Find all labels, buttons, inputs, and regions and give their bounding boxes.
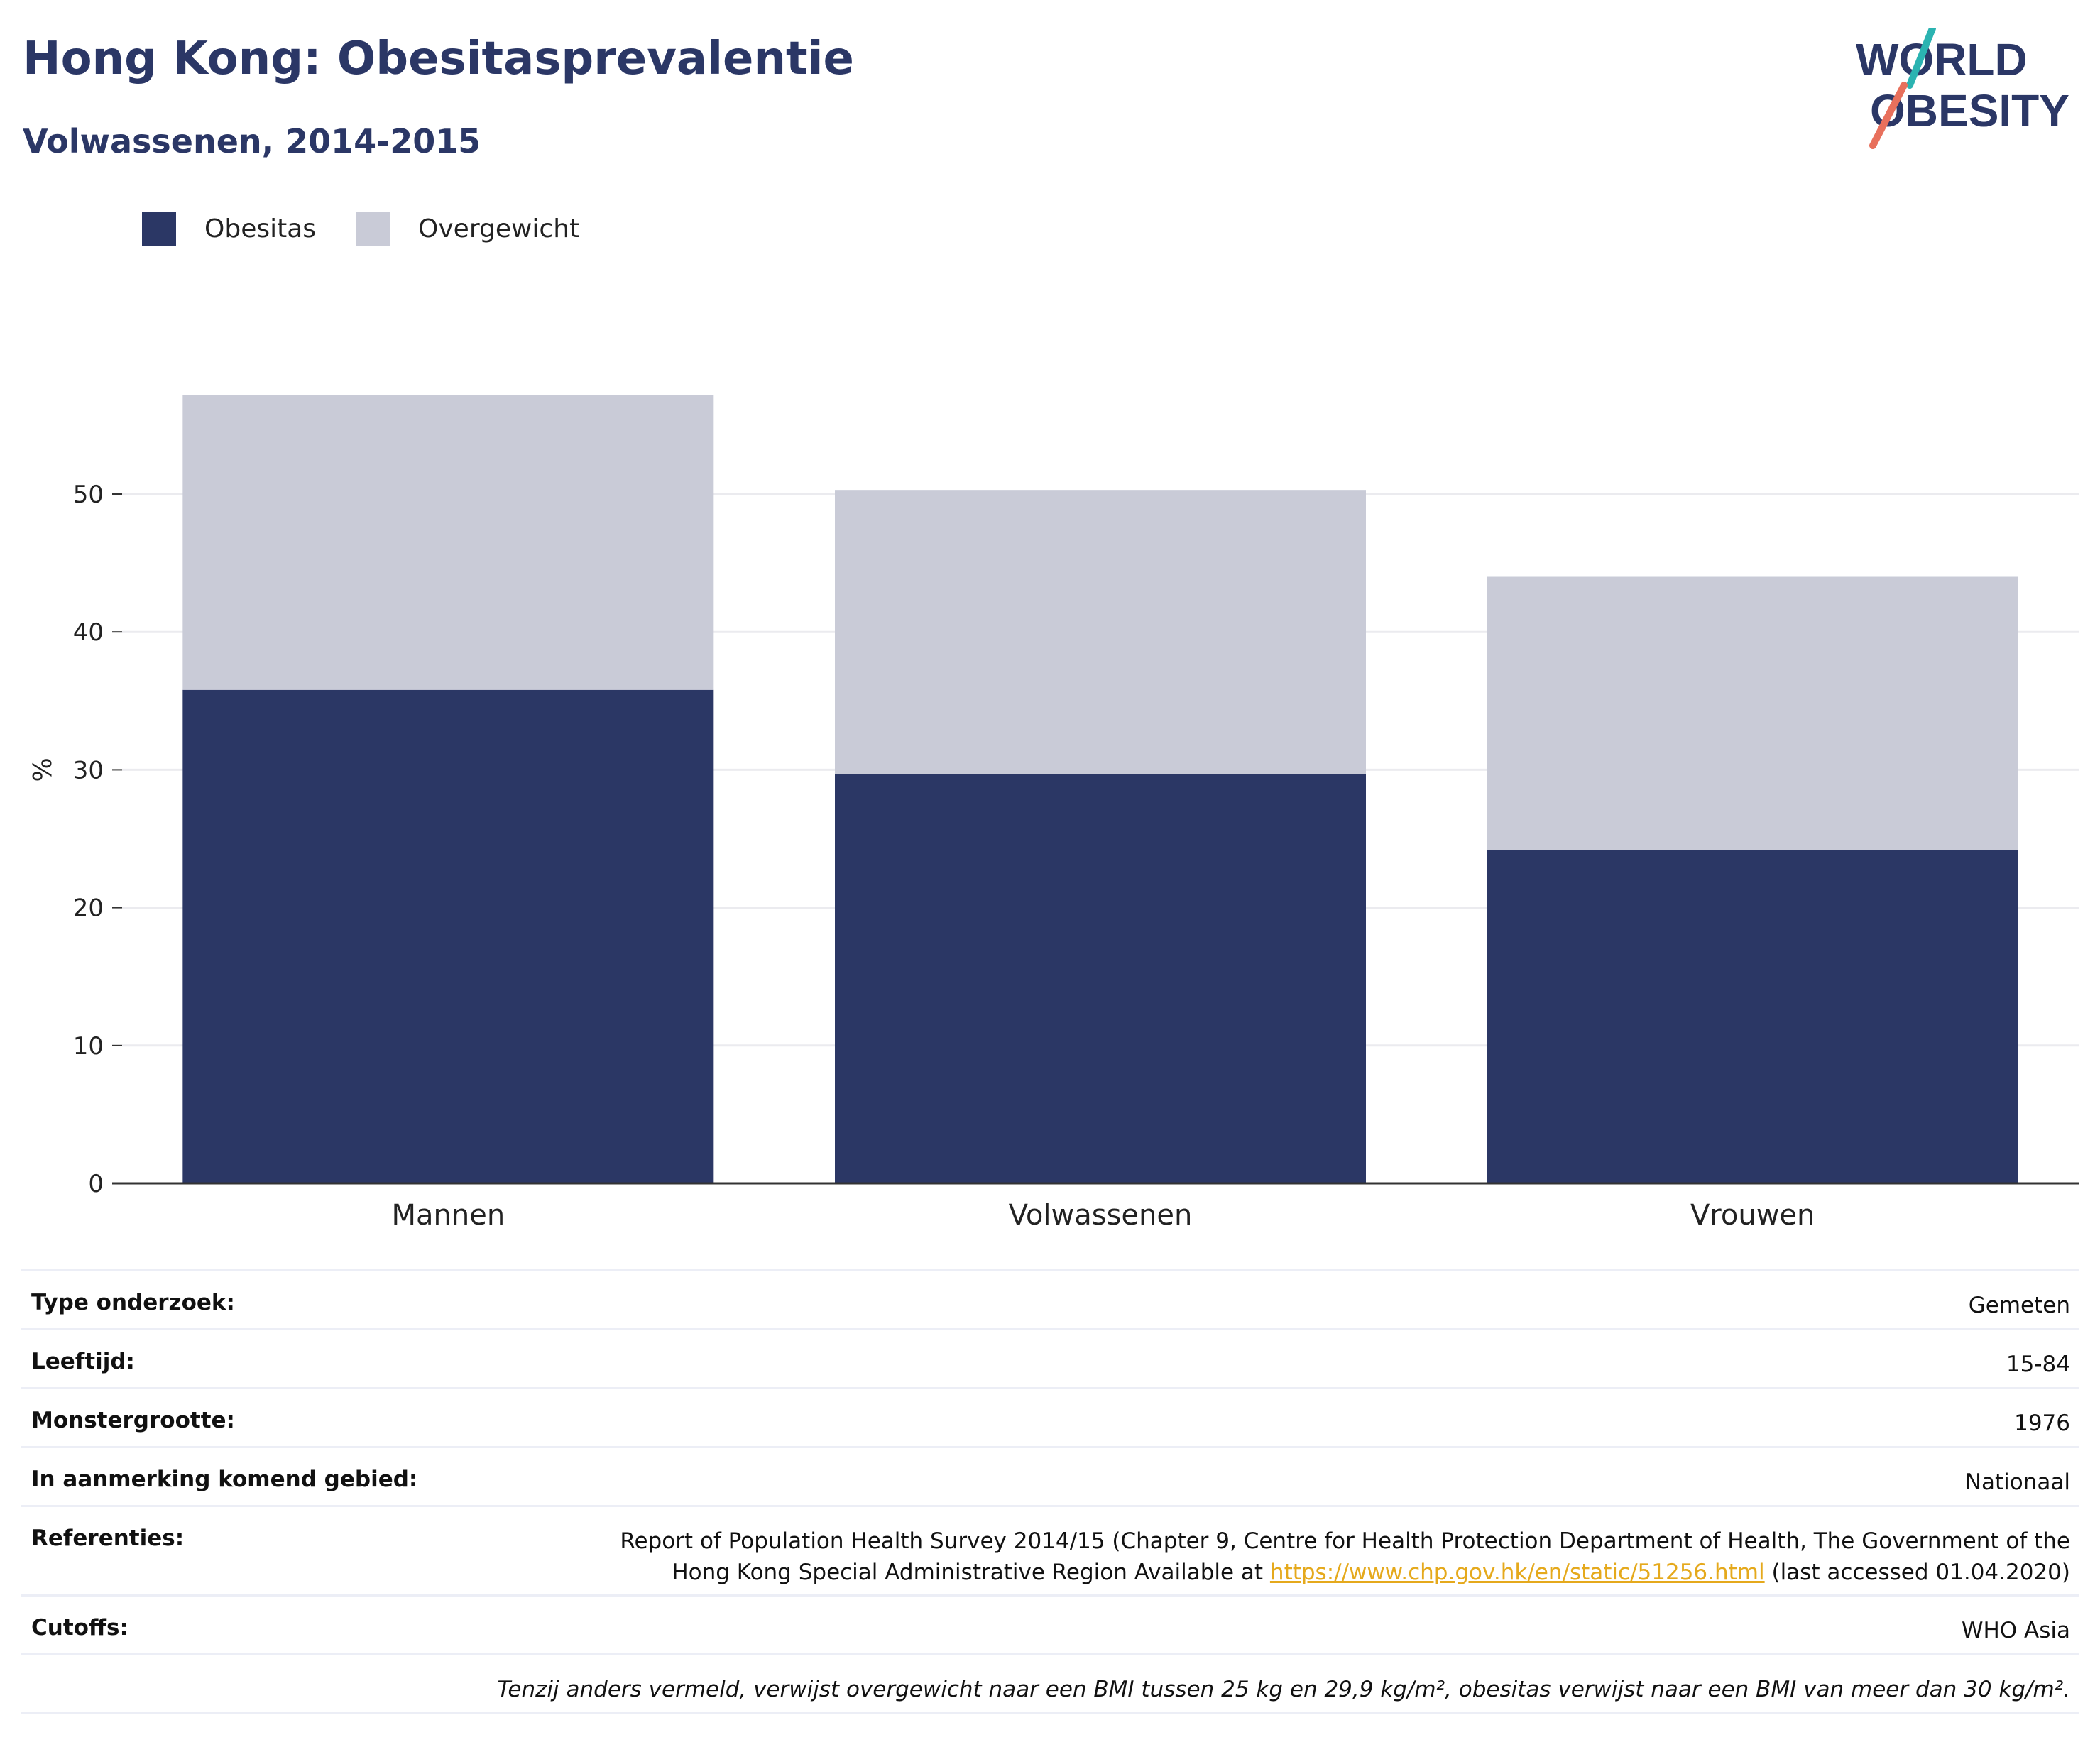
y-tick-label-50: 50: [73, 481, 104, 509]
info-row-references: Referenties: Report of Population Health…: [21, 1505, 2079, 1594]
info-label-references: Referenties:: [31, 1526, 185, 1551]
y-tick-label-40: 40: [73, 618, 104, 647]
legend-swatch-obesitas: [142, 212, 176, 246]
y-axis-title: %: [28, 757, 58, 782]
chart-title: Hong Kong: Obesitasprevalentie: [23, 33, 854, 85]
bars: [182, 395, 2018, 1183]
world-obesity-logo: WORLD OBESITY: [1856, 28, 2069, 149]
info-label-age: Leeftijd:: [31, 1349, 135, 1374]
reference-line-2-start: Hong Kong Special Administrative Region …: [672, 1560, 1270, 1585]
info-value-area: Nationaal: [1964, 1469, 2070, 1495]
bar-obesitas-mannen: [182, 689, 714, 1183]
chart-subtitle: Volwassenen, 2014-2015: [23, 122, 481, 160]
info-row-area: In aanmerking komend gebied: Nationaal: [21, 1446, 2079, 1505]
y-tick-label-20: 20: [73, 894, 104, 923]
bar-overgewicht-vrouwen: [1487, 576, 2018, 850]
x-tick-label-volwassenen: Volwassenen: [1009, 1199, 1193, 1232]
logo-text-world: WORLD: [1856, 34, 2028, 85]
axes: 0 10 20 30 40 50% Mannen Volwassenen Vrouwen: [28, 481, 2079, 1232]
logo-slash-red: [1869, 82, 1908, 149]
legend-label-overgewicht: Overgewicht: [418, 214, 580, 243]
info-label-cutoffs: Cutoffs:: [31, 1615, 128, 1641]
reference-link[interactable]: https://www.chp.gov.hk/en/static/51256.h…: [1269, 1560, 1765, 1585]
info-row-sample: Monstergrootte: 1976: [21, 1387, 2079, 1446]
bar-obesitas-volwassenen: [835, 774, 1366, 1183]
bar-obesitas-vrouwen: [1487, 850, 2018, 1183]
bar-overgewicht-mannen: [182, 395, 714, 690]
chart-legend: Obesitas Overgewicht: [142, 212, 619, 246]
info-row-type: Type onderzoek: Gemeten: [21, 1269, 2079, 1328]
legend-item-obesitas: Obesitas: [142, 212, 316, 246]
info-label-sample: Monstergrootte:: [31, 1408, 235, 1433]
y-tick-label-0: 0: [88, 1170, 104, 1198]
info-row-cutoffs: Cutoffs: WHO Asia: [21, 1594, 2079, 1653]
legend-swatch-overgewicht: [356, 212, 390, 246]
reference-line-1: Report of Population Health Survey 2014/…: [620, 1528, 2070, 1554]
x-tick-label-mannen: Mannen: [391, 1199, 505, 1232]
info-row-age: Leeftijd: 15-84: [21, 1328, 2079, 1387]
y-tick-label-30: 30: [73, 756, 104, 784]
reference-line-2-end: (last accessed 01.04.2020): [1764, 1560, 2070, 1585]
legend-item-overgewicht: Overgewicht: [356, 212, 579, 246]
info-label-type: Type onderzoek:: [31, 1290, 235, 1315]
legend-label-obesitas: Obesitas: [204, 214, 317, 243]
info-value-cutoffs: WHO Asia: [1961, 1618, 2070, 1643]
logo-slash-teal: [1906, 28, 1936, 89]
bar-chart: 0 10 20 30 40 50% Mannen Volwassenen Vrouwen: [28, 395, 2079, 1232]
footnote: Tenzij anders vermeld, verwijst overgewi…: [497, 1677, 2070, 1702]
info-value-sample: 1976: [2014, 1411, 2070, 1436]
info-value-references: Report of Population Health Survey 2014/…: [620, 1526, 2070, 1588]
info-table: Type onderzoek: Gemeten Leeftijd: 15-84 …: [21, 1269, 2079, 1714]
y-tick-label-10: 10: [73, 1032, 104, 1061]
bar-overgewicht-volwassenen: [835, 490, 1366, 774]
info-value-age: 15-84: [2006, 1352, 2070, 1377]
info-row-footnote: Tenzij anders vermeld, verwijst overgewi…: [21, 1653, 2079, 1714]
x-tick-label-vrouwen: Vrouwen: [1690, 1199, 1815, 1232]
info-value-type: Gemeten: [1968, 1293, 2070, 1318]
info-label-area: In aanmerking komend gebied:: [31, 1467, 418, 1492]
